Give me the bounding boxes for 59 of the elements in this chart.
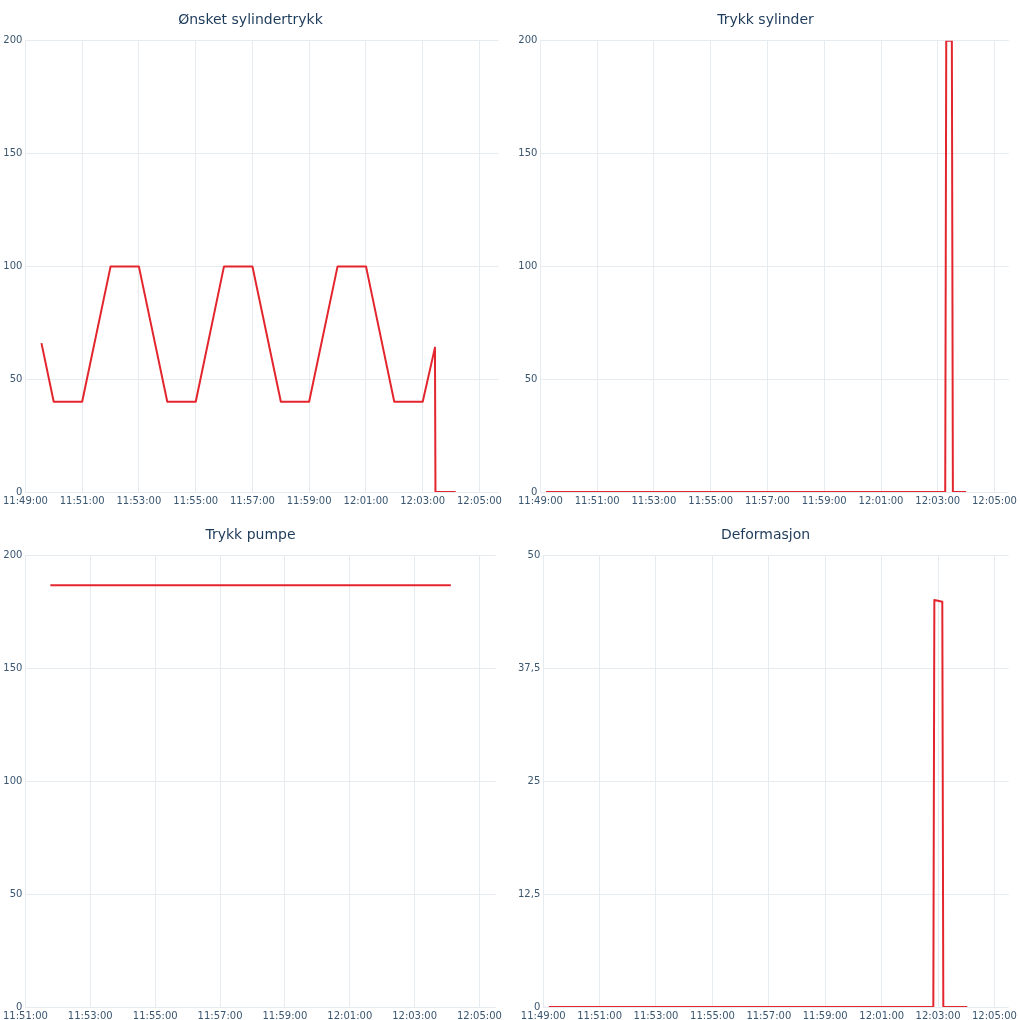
x-tick-label: 12:05:00 (971, 1009, 1017, 1020)
x-tick-label: 11:53:00 (633, 1009, 679, 1020)
y-tick-label: 37,5 (518, 662, 541, 674)
x-tick-label: 11:51:00 (59, 494, 105, 506)
x-tick-label: 12:05:00 (456, 494, 502, 506)
x-tick-label: 12:03:00 (915, 494, 961, 506)
chart-title: Deformasjon (720, 526, 811, 543)
y-tick-label: 25 (527, 774, 541, 786)
x-tick-label: 12:03:00 (392, 1009, 438, 1020)
y-tick-label: 100 (3, 259, 23, 271)
y-tick-label: 200 (3, 549, 23, 561)
x-tick-label: 12:01:00 (858, 494, 904, 506)
x-tick-label: 11:55:00 (173, 494, 219, 506)
y-tick-label: 50 (9, 372, 23, 384)
x-tick-label: 12:03:00 (400, 494, 446, 506)
x-tick-label: 11:59:00 (286, 494, 332, 506)
chart-title: Ønsket sylindertrykk (178, 11, 324, 28)
x-tick-label: 11:51:00 (3, 1009, 48, 1020)
x-tick-label: 11:57:00 (197, 1009, 243, 1020)
x-tick-label: 11:55:00 (690, 1009, 735, 1020)
y-tick-label: 200 (3, 34, 23, 46)
y-tick-label: 150 (3, 147, 23, 159)
y-tick-label: 150 (518, 147, 538, 159)
y-tick-label: 50 (9, 887, 23, 899)
x-tick-label: 11:59:00 (801, 494, 847, 506)
x-tick-label: 11:53:00 (116, 494, 162, 506)
x-tick-label: 11:49:00 (3, 494, 48, 506)
x-tick-label: 11:57:00 (744, 494, 790, 506)
y-tick-label: 100 (518, 259, 538, 271)
x-tick-label: 11:55:00 (688, 494, 734, 506)
x-tick-label: 11:55:00 (132, 1009, 178, 1020)
x-tick-label: 11:49:00 (518, 494, 563, 506)
x-tick-label: 11:59:00 (262, 1009, 308, 1020)
y-tick-label: 200 (518, 34, 538, 46)
x-tick-label: 12:01:00 (327, 1009, 373, 1020)
x-tick-label: 11:51:00 (574, 494, 620, 506)
y-tick-label: 0 (531, 485, 538, 497)
x-tick-label: 11:53:00 (67, 1009, 113, 1020)
y-tick-label: 150 (3, 662, 23, 674)
x-tick-label: 12:01:00 (343, 494, 389, 506)
x-tick-label: 12:01:00 (859, 1009, 905, 1020)
x-tick-label: 11:57:00 (229, 494, 275, 506)
y-tick-label: 12,5 (518, 887, 541, 899)
x-tick-label: 11:51:00 (577, 1009, 623, 1020)
y-tick-label: 50 (527, 549, 541, 561)
x-tick-label: 11:53:00 (631, 494, 677, 506)
chart-title: Trykk sylinder (716, 11, 815, 28)
x-tick-label: 12:05:00 (456, 1009, 502, 1020)
x-tick-label: 12:03:00 (915, 1009, 961, 1020)
y-tick-label: 100 (3, 774, 23, 786)
x-tick-label: 12:05:00 (971, 494, 1017, 506)
x-tick-label: 11:57:00 (746, 1009, 792, 1020)
y-tick-label: 50 (524, 372, 538, 384)
chart-title: Trykk pumpe (204, 526, 296, 543)
y-tick-label: 0 (533, 1000, 541, 1012)
y-tick-label: 0 (16, 485, 23, 497)
x-tick-label: 11:59:00 (802, 1009, 848, 1020)
x-tick-label: 11:49:00 (520, 1009, 566, 1020)
y-tick-label: 0 (16, 1000, 23, 1012)
